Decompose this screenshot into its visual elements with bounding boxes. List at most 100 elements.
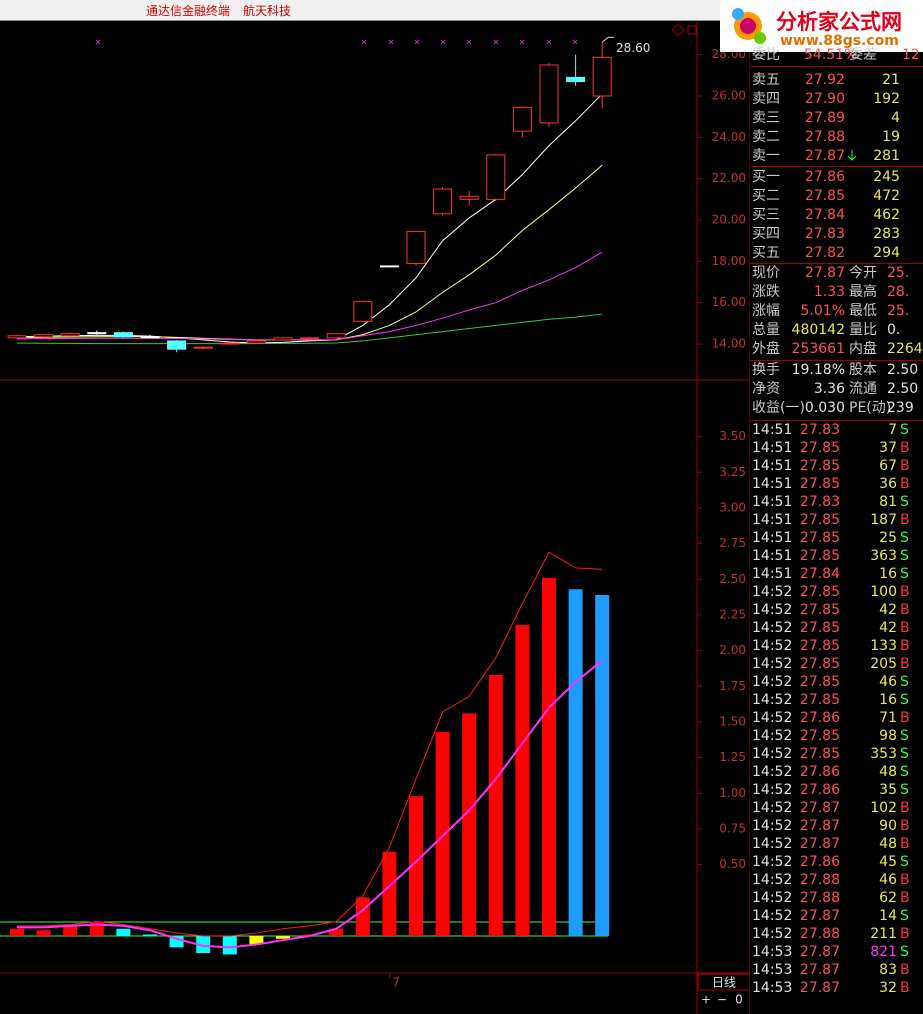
- trade-price: 27.85: [799, 476, 840, 492]
- ask-label: 卖一: [752, 148, 780, 164]
- trade-volume: 45: [879, 854, 897, 870]
- trade-side: B: [900, 656, 910, 672]
- y-tick-label: 0.50: [719, 857, 746, 871]
- y-tick-label: 16.00: [712, 295, 746, 309]
- stat-label: 现价: [752, 265, 780, 281]
- trade-time: 14:51: [752, 422, 793, 438]
- candle-body: [140, 336, 160, 339]
- period-box[interactable]: [697, 973, 750, 991]
- ask-price: 27.87: [804, 148, 845, 164]
- candle-body: [220, 342, 240, 345]
- trade-volume: 363: [870, 548, 897, 564]
- stat-label: 量比: [849, 322, 877, 338]
- ask-price: 27.88: [804, 129, 845, 145]
- trade-volume: 32: [879, 980, 897, 996]
- trade-time: 14:52: [752, 872, 793, 888]
- trade-time: 14:52: [752, 926, 793, 942]
- separator: [750, 66, 923, 67]
- trade-time: 14:51: [752, 440, 793, 456]
- y-tick-label: 24.00: [712, 130, 746, 144]
- trade-volume: 37: [879, 440, 897, 456]
- trade-side: B: [900, 512, 910, 528]
- ask-price: 27.89: [804, 110, 845, 126]
- y-tick-label: 2.25: [719, 607, 746, 621]
- trade-time: 14:52: [752, 692, 793, 708]
- bar: [169, 935, 184, 948]
- y-tick-label: 18.00: [712, 254, 746, 268]
- trade-volume: 46: [879, 872, 897, 888]
- trade-time: 14:53: [752, 962, 793, 978]
- bid-volume: 283: [873, 226, 900, 242]
- trade-price: 27.85: [799, 512, 840, 528]
- trade-volume: 25: [879, 530, 897, 546]
- y-tick-label: 1.75: [719, 679, 746, 693]
- icon[interactable]: [671, 23, 685, 37]
- trade-price: 27.87: [799, 800, 840, 816]
- bid-label: 买四: [752, 226, 780, 242]
- trade-side: B: [900, 800, 910, 816]
- icon[interactable]: [687, 25, 697, 35]
- bar: [409, 796, 423, 936]
- trade-side: B: [900, 926, 910, 942]
- trade-volume: 14: [879, 908, 897, 924]
- zoom-out[interactable]: −: [717, 993, 727, 1007]
- candle-body: [592, 56, 612, 97]
- stat-label: 最高: [849, 284, 877, 300]
- stat-label: 流通: [849, 381, 877, 397]
- trade-price: 27.86: [799, 782, 840, 798]
- trade-price: 27.83: [799, 422, 840, 438]
- label: 委比: [752, 47, 780, 63]
- trade-volume: 16: [879, 566, 897, 582]
- candle-body: [113, 332, 133, 338]
- candle-body: [406, 230, 426, 264]
- ask-price: 27.90: [804, 91, 845, 107]
- zoom-in[interactable]: +: [701, 993, 711, 1007]
- trade-time: 14:52: [752, 656, 793, 672]
- trade-price: 27.85: [799, 458, 840, 474]
- trade-time: 14:51: [752, 476, 793, 492]
- trade-volume: 90: [879, 818, 897, 834]
- y-tick-label: 2.75: [719, 536, 746, 550]
- trade-price: 27.85: [799, 584, 840, 600]
- candle-body: [7, 335, 27, 339]
- trade-side: B: [900, 584, 910, 600]
- trade-side: B: [900, 980, 910, 996]
- trade-time: 14:52: [752, 674, 793, 690]
- stat-label: 换手: [752, 362, 780, 378]
- bar: [568, 589, 583, 936]
- stat-label: 涨幅: [752, 303, 780, 319]
- value: 54.51%: [804, 47, 858, 63]
- stat-label: 股本: [849, 362, 877, 378]
- candle-body: [379, 265, 399, 268]
- trade-side: B: [900, 962, 910, 978]
- stat-value: 239: [887, 400, 914, 416]
- trade-time: 14:51: [752, 458, 793, 474]
- stat-value: 2.50: [887, 381, 919, 397]
- trade-price: 27.87: [799, 818, 840, 834]
- trade-price: 27.86: [799, 710, 840, 726]
- reset[interactable]: 0: [735, 993, 743, 1007]
- stat-value: 3.36: [813, 381, 845, 397]
- bar: [435, 731, 450, 936]
- ask-label: 卖三: [752, 110, 780, 126]
- trade-volume: 98: [879, 728, 897, 744]
- trade-price: 27.85: [799, 674, 840, 690]
- stat-value: 1.33: [813, 284, 845, 300]
- trade-price: 27.88: [799, 926, 840, 942]
- trade-side: B: [900, 890, 910, 906]
- stat-label: 总量: [752, 322, 780, 338]
- bid-label: 买五: [752, 245, 780, 261]
- period-label[interactable]: 日线: [712, 976, 736, 990]
- bid-price: 27.86: [804, 169, 845, 185]
- trade-price: 27.87: [799, 944, 840, 960]
- trade-time: 14:52: [752, 602, 793, 618]
- y-tick-label: 22.00: [712, 171, 746, 185]
- trade-volume: 7: [888, 422, 897, 438]
- bid-price: 27.82: [804, 245, 845, 261]
- trade-price: 27.86: [799, 854, 840, 870]
- stat-label: 净资: [752, 381, 780, 397]
- stock-name: 航天科技: [243, 4, 292, 18]
- trade-side: S: [900, 746, 909, 762]
- ma-line: [16, 164, 603, 341]
